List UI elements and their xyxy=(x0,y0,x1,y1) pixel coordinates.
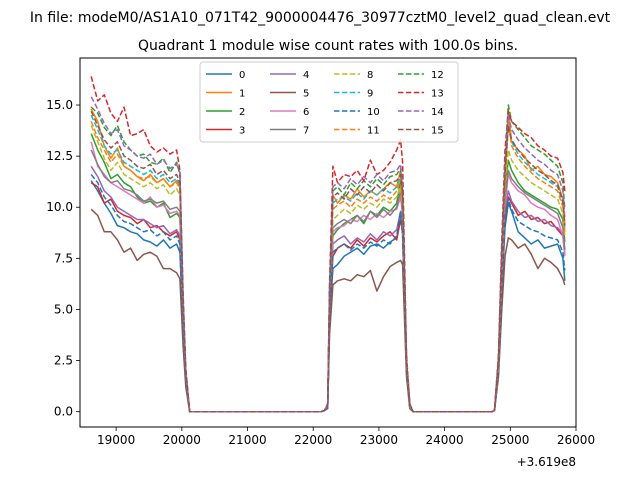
legend-label-4: 4 xyxy=(303,70,309,81)
legend-label-2: 2 xyxy=(239,107,245,118)
legend-label-11: 11 xyxy=(367,126,380,137)
legend-label-3: 3 xyxy=(239,126,245,137)
axis-ticks: 19000 20000 21000 22000 23000 24000 25000 26000… xyxy=(46,98,595,447)
legend-label-13: 13 xyxy=(431,89,444,100)
series-line-15 xyxy=(90,110,566,413)
legend-label-0: 0 xyxy=(239,70,245,81)
legend-box xyxy=(199,61,459,143)
legend-label-8: 8 xyxy=(367,70,373,81)
y-tick-label: 5.0 xyxy=(54,302,73,316)
x-tick-label: 23000 xyxy=(360,433,398,447)
legend-label-12: 12 xyxy=(431,70,444,81)
axes-frame xyxy=(79,57,577,428)
y-tick-label: 7.5 xyxy=(54,251,73,265)
x-tick-label: 22000 xyxy=(294,433,332,447)
legend-label-15: 15 xyxy=(431,126,444,137)
legend-label-10: 10 xyxy=(367,107,380,118)
x-tick-label: 24000 xyxy=(426,433,464,447)
legend-label-9: 9 xyxy=(367,89,373,100)
y-tick-label: 12.5 xyxy=(46,149,73,163)
legend-label-5: 5 xyxy=(303,89,309,100)
legend-label-14: 14 xyxy=(431,107,444,118)
x-tick-label: 20000 xyxy=(163,433,201,447)
y-tick-label: 0.0 xyxy=(54,405,73,419)
legend-label-6: 6 xyxy=(303,107,309,118)
plot-area xyxy=(90,76,566,413)
x-tick-label: 25000 xyxy=(491,433,529,447)
legend-label-7: 7 xyxy=(303,126,309,137)
y-tick-label: 2.5 xyxy=(54,354,73,368)
series-line-13 xyxy=(90,76,566,413)
x-offset-label: +3.619e8 xyxy=(517,455,576,469)
legend-label-1: 1 xyxy=(239,89,245,100)
x-tick-label: 26000 xyxy=(557,433,595,447)
x-tick-label: 19000 xyxy=(97,433,135,447)
series-line-14 xyxy=(90,96,566,413)
chart-title: Quadrant 1 module wise count rates with … xyxy=(138,38,518,54)
series-line-8 xyxy=(90,125,566,413)
figure-title: In file: modeM0/AS1A10_071T42_9000004476… xyxy=(30,10,611,26)
y-tick-label: 10.0 xyxy=(46,200,73,214)
x-tick-label: 21000 xyxy=(228,433,266,447)
y-tick-label: 15.0 xyxy=(46,98,73,112)
